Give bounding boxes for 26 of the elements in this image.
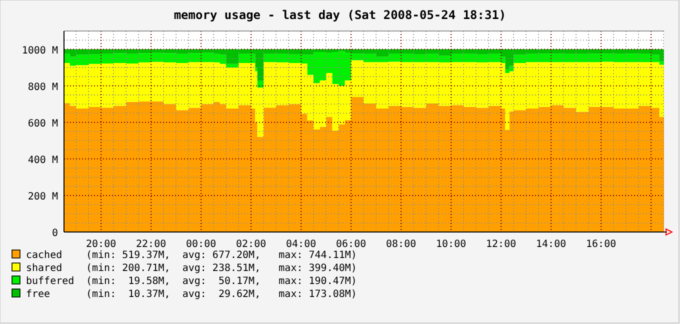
text: (min: 10.37M, avg: 29.62M, max: 173.08M): [86, 289, 357, 300]
y-tick-label: 600 M: [28, 118, 58, 130]
x-tick-label: 08:00: [386, 239, 416, 250]
legend-label: free: [26, 289, 50, 300]
x-tick-label: 12:00: [486, 239, 516, 250]
x-tick-label: 02:00: [236, 239, 266, 250]
chart-title: memory usage - last day (Sat 2008-05-24 18:31): [174, 8, 506, 22]
y-tick-label: 1000 M: [22, 45, 58, 56]
y-tick-label: 800 M: [28, 82, 58, 93]
legend-label: buffered: [26, 276, 74, 287]
y-tick-label: 200 M: [28, 191, 58, 202]
text: (min: 519.37M, avg: 677.20M, max: 744.11M): [86, 250, 357, 261]
x-tick-label: 22:00: [136, 239, 166, 250]
legend-label: shared: [26, 263, 62, 274]
x-tick-label: 16:00: [586, 239, 616, 250]
x-tick-label: 00:00: [186, 239, 216, 250]
x-tick-label: 20:00: [86, 239, 116, 250]
x-tick-label: 14:00: [536, 239, 566, 250]
x-tick-label: 10:00: [436, 239, 466, 250]
text: (min: 19.58M, avg: 50.17M, max: 190.47M): [86, 276, 357, 287]
y-tick-label: 400 M: [28, 154, 58, 166]
x-tick-label: 04:00: [286, 239, 316, 250]
text: (min: 200.71M, avg: 238.51M, max: 399.40M): [86, 263, 357, 274]
y-tick-label: 0: [52, 228, 58, 239]
x-tick-label: 06:00: [336, 239, 366, 250]
series-label: cached: [26, 250, 62, 261]
